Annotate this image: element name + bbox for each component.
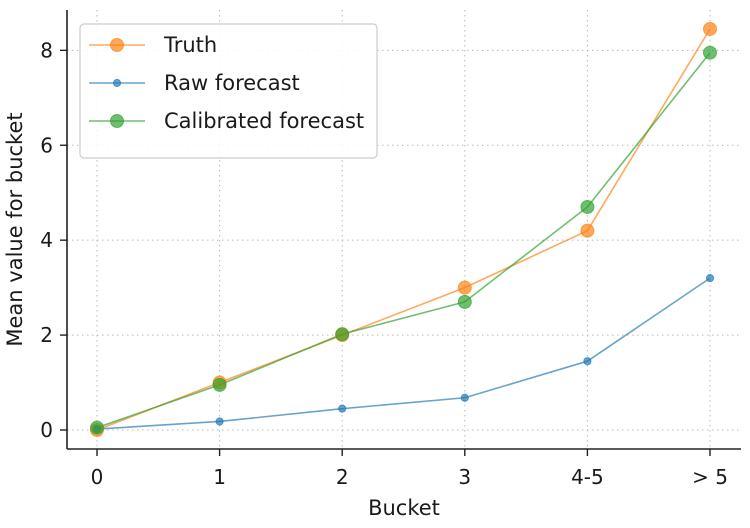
- calibrated-forecast-point: [581, 200, 594, 213]
- truth-point: [458, 281, 471, 294]
- x-tick-label: 1: [213, 465, 226, 489]
- y-tick-label: 0: [40, 418, 53, 442]
- calibrated-forecast-point: [704, 46, 717, 59]
- calibrated-forecast-point: [336, 328, 349, 341]
- y-tick-label: 4: [40, 228, 53, 252]
- legend-marker-calibrated-forecast: [111, 115, 124, 128]
- x-axis-label: Bucket: [368, 496, 440, 520]
- y-tick-label: 8: [40, 38, 53, 62]
- raw-forecast-point: [461, 394, 468, 401]
- calibrated-forecast-point: [91, 421, 104, 434]
- legend-label-truth: Truth: [163, 33, 217, 57]
- x-tick-label: 0: [91, 465, 104, 489]
- x-tick-label: 2: [336, 465, 349, 489]
- raw-forecast-point: [339, 405, 346, 412]
- legend: Truth Raw forecast Calibrated forecast: [80, 24, 377, 158]
- legend-label-calibrated-forecast: Calibrated forecast: [164, 109, 364, 133]
- x-tick-label: > 5: [692, 465, 728, 489]
- raw-forecast-point: [706, 275, 713, 282]
- y-axis-label: Mean value for bucket: [3, 112, 27, 346]
- x-tick-label: 3: [458, 465, 471, 489]
- legend-marker-truth: [111, 39, 124, 52]
- truth-point: [581, 224, 594, 237]
- calibrated-forecast-point: [213, 378, 226, 391]
- truth-point: [704, 22, 717, 35]
- raw-forecast-point: [584, 358, 591, 365]
- x-ticks: 0 1 2 3 4-5 > 5: [91, 449, 728, 489]
- raw-forecast-line: [97, 278, 710, 429]
- y-ticks: 0 2 4 6 8: [40, 38, 67, 442]
- raw-forecast-point: [216, 418, 223, 425]
- legend-marker-raw-forecast: [113, 79, 120, 86]
- x-tick-label: 4-5: [571, 465, 604, 489]
- calibrated-forecast-point: [458, 295, 471, 308]
- y-tick-label: 2: [40, 323, 53, 347]
- y-tick-label: 6: [40, 133, 53, 157]
- legend-label-raw-forecast: Raw forecast: [164, 71, 300, 95]
